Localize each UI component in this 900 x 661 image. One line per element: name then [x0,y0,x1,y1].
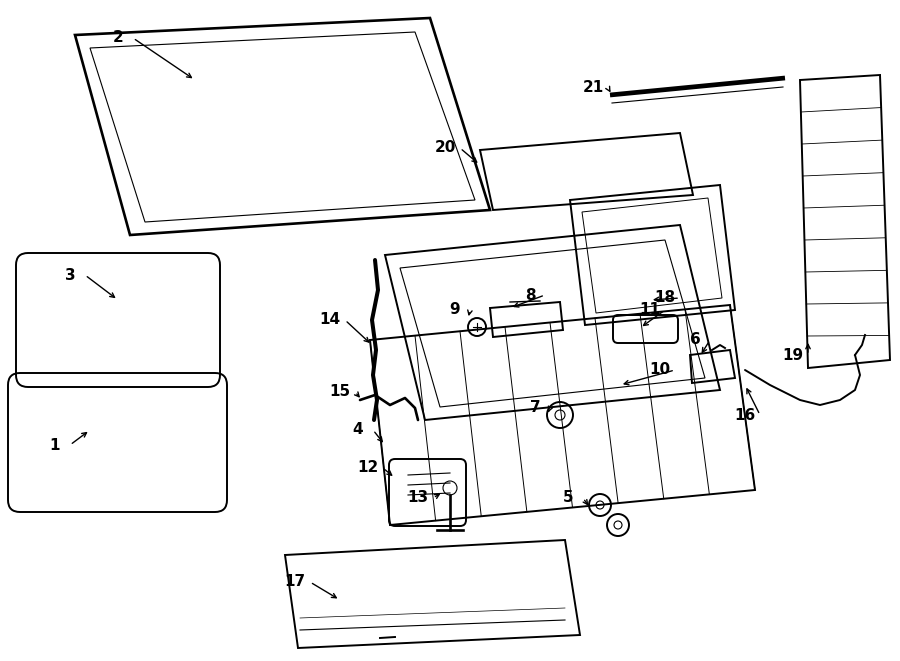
Text: 3: 3 [65,268,76,282]
Text: 6: 6 [689,332,700,348]
Text: 5: 5 [562,490,573,506]
Text: 8: 8 [525,288,535,303]
Text: 18: 18 [654,290,676,305]
Text: 16: 16 [734,407,756,422]
Text: 12: 12 [357,461,379,475]
Text: 19: 19 [782,348,804,362]
Text: 17: 17 [284,574,306,590]
Text: 20: 20 [435,141,455,155]
Text: 13: 13 [408,490,428,506]
Text: 10: 10 [650,362,670,377]
Text: 9: 9 [450,303,460,317]
Text: 21: 21 [582,81,604,95]
Text: 4: 4 [353,422,364,438]
Text: 15: 15 [329,385,351,399]
Text: 1: 1 [50,438,60,453]
Text: 14: 14 [320,313,340,327]
Text: 7: 7 [530,401,540,416]
Text: 11: 11 [640,303,661,317]
Text: 2: 2 [112,30,123,46]
